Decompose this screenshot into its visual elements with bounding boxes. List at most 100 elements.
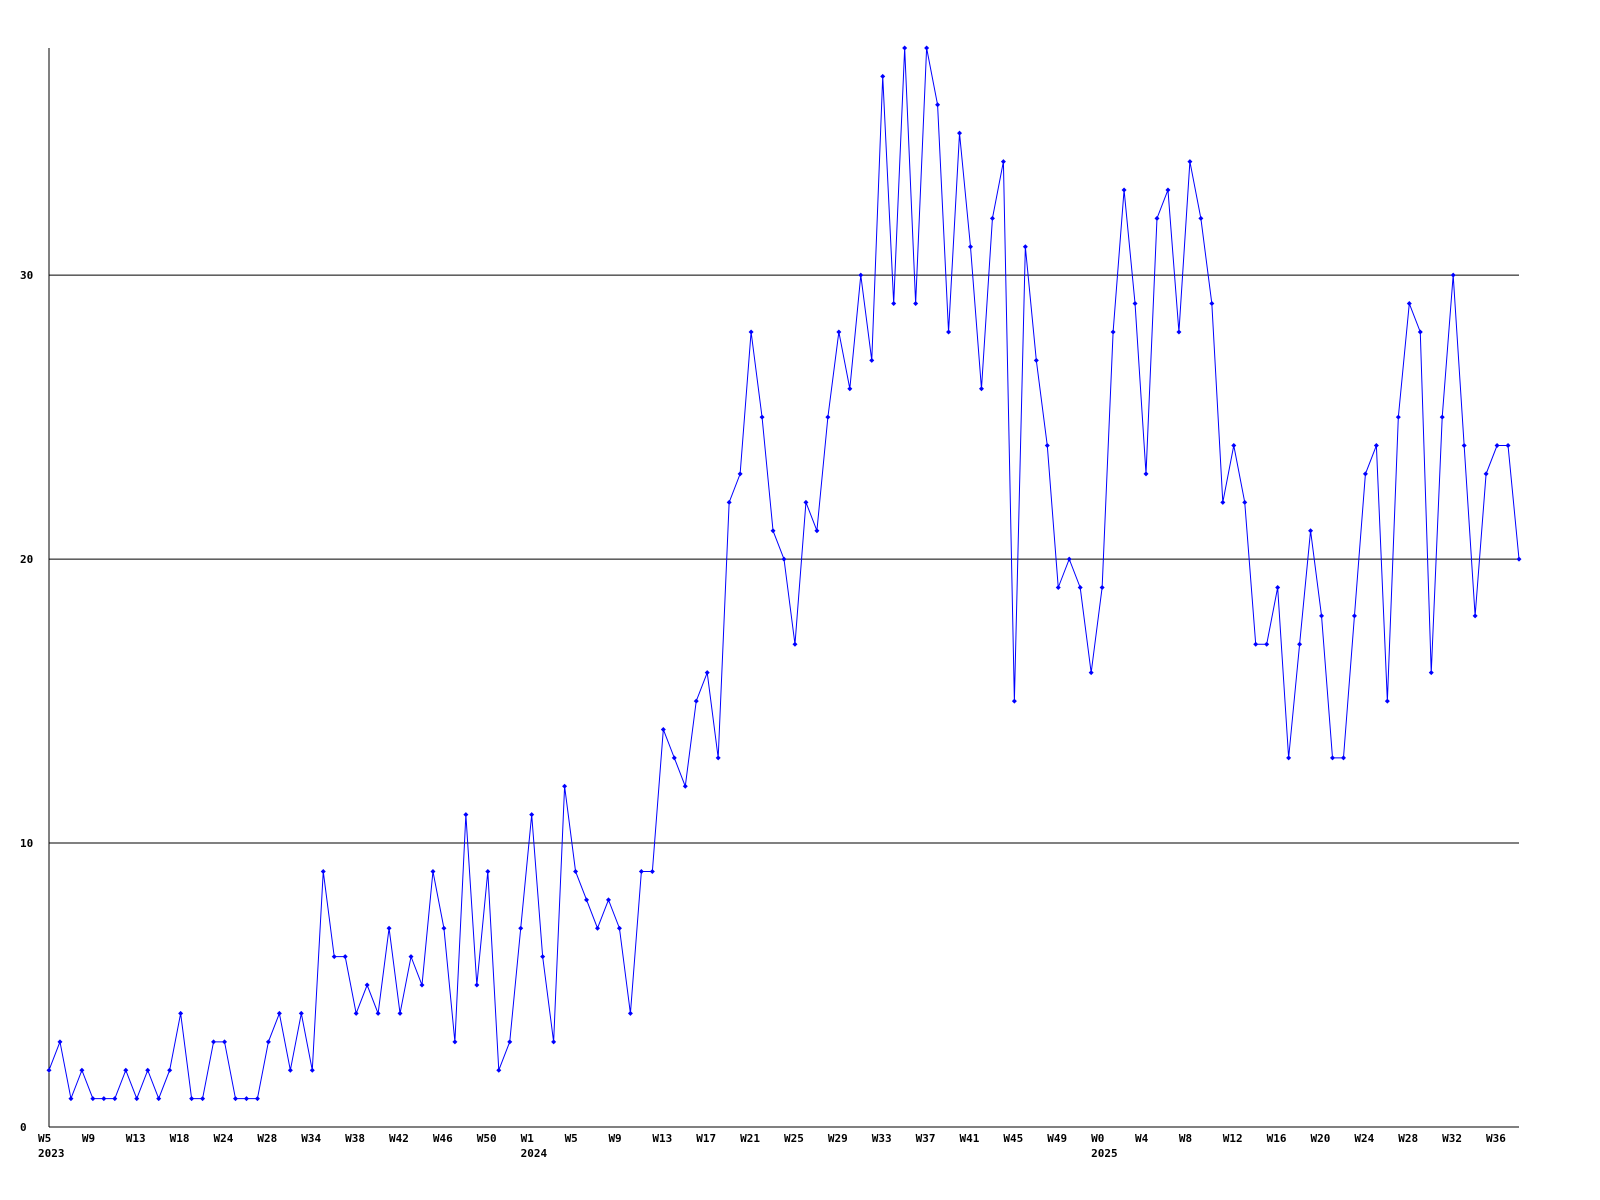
point-marker [1417,329,1423,335]
point-marker [287,1067,293,1073]
point-marker [704,670,710,676]
point-marker [353,1010,359,1016]
point-marker [1154,215,1160,221]
point-marker [452,1039,458,1045]
point-marker [265,1039,271,1045]
point-marker [880,73,886,79]
point-marker [496,1067,502,1073]
point-marker [759,414,765,420]
point-marker [836,329,842,335]
point-marker [408,954,414,960]
x-tick-label: W5 [565,1132,578,1145]
x-tick-label: W50 [477,1132,497,1145]
x-tick-label: W42 [389,1132,409,1145]
point-marker [682,783,688,789]
point-marker [1516,556,1522,562]
point-marker [529,812,535,818]
point-marker [1330,755,1336,761]
point-marker [803,499,809,505]
point-marker [463,812,469,818]
point-marker [1121,187,1127,193]
point-marker [167,1067,173,1073]
point-marker [57,1039,63,1045]
point-marker [1033,357,1039,363]
point-marker [1373,443,1379,449]
x-tick-label: W1 [521,1132,535,1145]
point-marker [309,1067,315,1073]
x-tick-label: W45 [1003,1132,1023,1145]
point-marker [726,499,732,505]
point-marker [375,1010,381,1016]
point-marker [1472,613,1478,619]
point-marker [485,868,491,874]
point-marker [869,357,875,363]
point-marker [1286,755,1292,761]
point-marker [430,868,436,874]
x-tick-label: W13 [652,1132,672,1145]
point-marker [814,528,820,534]
point-marker [605,897,611,903]
point-marker [627,1010,633,1016]
point-marker [562,783,568,789]
point-marker [1066,556,1072,562]
x-tick-label: W9 [82,1132,95,1145]
point-marker [189,1096,195,1102]
point-marker [1231,443,1237,449]
point-marker [1242,499,1248,505]
x-tick-label: W17 [696,1132,716,1145]
x-tick-label: W24 [1354,1132,1374,1145]
x-tick-label: W46 [433,1132,453,1145]
x-year-label: 2025 [1091,1147,1118,1160]
point-marker [693,698,699,704]
point-marker [1132,301,1138,307]
point-marker [924,45,930,51]
point-marker [1011,698,1017,704]
point-marker [584,897,590,903]
point-marker [1077,585,1083,590]
point-marker [1450,272,1456,278]
point-marker [222,1039,228,1045]
point-marker [1297,641,1303,647]
x-tick-label: W20 [1311,1132,1331,1145]
x-tick-label: W37 [916,1132,936,1145]
point-marker [1000,159,1006,165]
point-marker [112,1096,118,1102]
x-tick-label: W8 [1179,1132,1192,1145]
x-tick-label: W29 [828,1132,848,1145]
point-marker [913,301,919,307]
point-marker [211,1039,217,1045]
point-marker [46,1067,52,1073]
point-marker [1198,215,1204,221]
point-marker [1143,471,1149,477]
point-marker [1319,613,1325,619]
point-marker [1110,329,1116,335]
point-marker [967,244,973,250]
point-marker [770,528,776,534]
x-tick-label: W21 [740,1132,760,1145]
point-marker [507,1039,513,1045]
point-marker [1055,585,1061,590]
point-marker [1209,301,1215,307]
point-marker [1088,670,1094,676]
point-marker [748,329,754,335]
point-marker [1461,443,1467,449]
y-tick-label: 20 [20,553,33,566]
point-marker [891,301,897,307]
point-marker [792,641,798,647]
point-marker [1176,329,1182,335]
x-tick-label: W28 [1398,1132,1418,1145]
point-marker [1483,471,1489,477]
point-marker [638,868,644,874]
point-marker [825,414,831,420]
point-marker [1253,641,1259,647]
point-marker [474,982,480,988]
point-marker [419,982,425,988]
point-marker [298,1010,304,1016]
point-marker [858,272,864,278]
point-marker [331,954,337,960]
point-marker [989,215,995,221]
point-marker [1220,499,1226,505]
x-tick-label: W13 [126,1132,146,1145]
point-marker [243,1096,249,1102]
